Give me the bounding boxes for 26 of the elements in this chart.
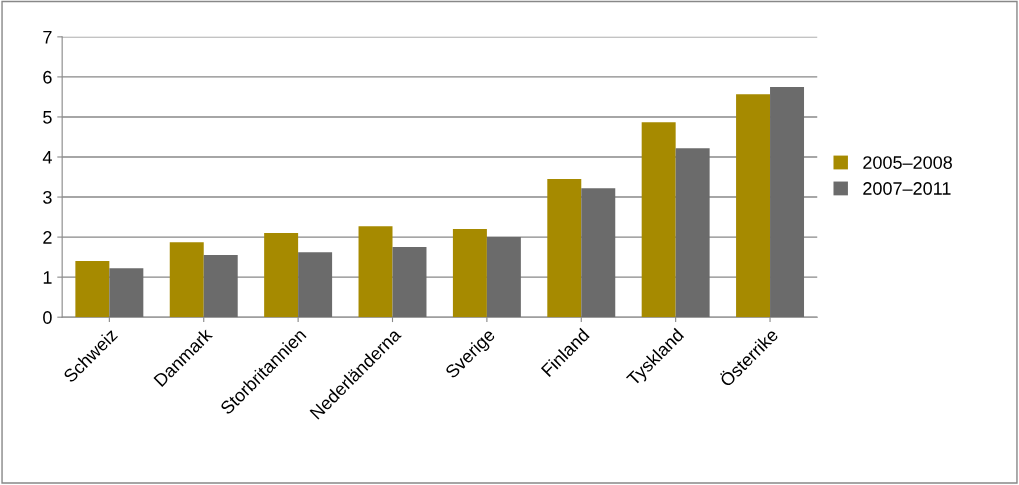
bar [452, 229, 487, 318]
bar [203, 255, 238, 318]
bar [641, 122, 676, 318]
bar [75, 261, 110, 318]
legend-label: 2007–2011 [863, 182, 951, 195]
bar [109, 268, 144, 318]
legend-label: 2005–2008 [863, 156, 952, 169]
bar [770, 86, 805, 318]
bar [298, 252, 333, 318]
y-tick-label: 4 [42, 151, 52, 164]
bar [264, 233, 299, 318]
bar [736, 94, 771, 318]
y-tick-label: 0 [43, 311, 52, 324]
bar [486, 237, 521, 318]
y-tick-label: 6 [43, 70, 52, 84]
y-tick-label: 3 [43, 190, 52, 204]
bar [169, 242, 204, 318]
y-tick-label: 1 [43, 271, 52, 284]
bar [675, 148, 710, 318]
bar [392, 247, 427, 318]
bar [581, 188, 616, 318]
y-tick-label: 7 [43, 30, 52, 44]
bar [547, 179, 582, 318]
y-tick-label: 5 [43, 111, 52, 124]
y-tick-label: 2 [43, 231, 52, 244]
bar [358, 226, 393, 318]
